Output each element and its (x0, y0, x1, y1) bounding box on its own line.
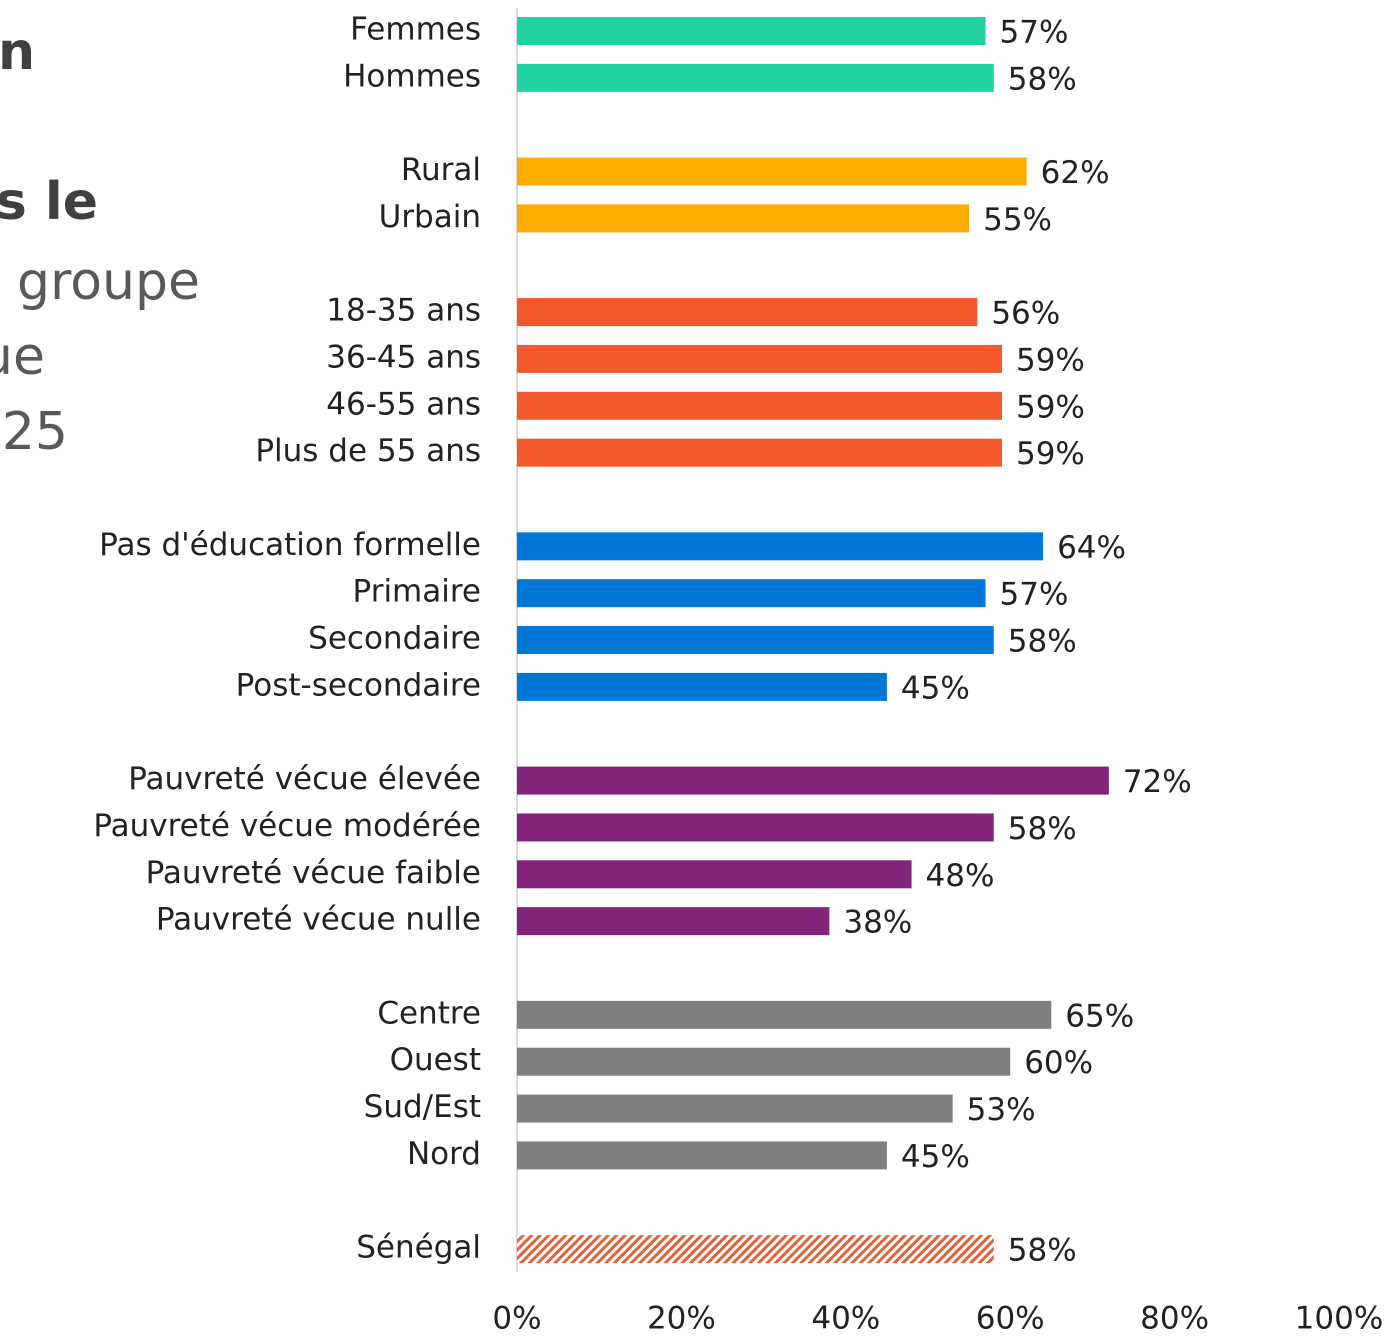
value-label: 59% (1016, 436, 1085, 472)
category-label: Sud/Est (364, 1089, 481, 1125)
bar (517, 1235, 994, 1264)
bar (517, 532, 1044, 561)
title-fragment: ue (0, 327, 45, 387)
value-label: 60% (1024, 1045, 1093, 1081)
category-label: Plus de 55 ans (255, 433, 481, 469)
value-label: 53% (967, 1092, 1036, 1128)
bar (517, 579, 986, 608)
x-tick-label: 80% (1140, 1301, 1209, 1336)
bar (517, 1141, 887, 1170)
value-label: 72% (1123, 764, 1192, 800)
title-fragment: s le (0, 172, 98, 232)
category-label: Pauvreté vécue élevée (128, 761, 481, 797)
bar (517, 813, 994, 842)
value-label: 62% (1041, 155, 1110, 191)
category-label: Hommes (343, 58, 481, 94)
category-label: Pauvreté vécue faible (146, 855, 481, 891)
bar (517, 157, 1027, 186)
bar (517, 1047, 1011, 1076)
value-label: 58% (1008, 811, 1077, 847)
category-label: Secondaire (308, 621, 481, 657)
bar (517, 766, 1109, 795)
value-label: 45% (901, 670, 970, 706)
category-label: Centre (377, 995, 481, 1031)
category-label: Pauvreté vécue nulle (156, 902, 481, 938)
bar (517, 1094, 953, 1123)
value-label: 65% (1065, 998, 1134, 1034)
x-tick-label: 100% (1295, 1301, 1384, 1336)
value-label: 57% (1000, 577, 1069, 613)
category-label: Rural (401, 152, 481, 188)
category-label: Sénégal (356, 1230, 481, 1266)
category-label: Urbain (379, 199, 481, 235)
bar (517, 1000, 1052, 1029)
title-fragment: 25 (2, 402, 68, 462)
value-label: 64% (1057, 530, 1126, 566)
category-label: Femmes (350, 12, 481, 48)
value-label: 38% (843, 905, 912, 941)
category-label: Pas d'éducation formelle (99, 527, 481, 563)
value-label: 59% (1016, 389, 1085, 425)
category-label: Post-secondaire (236, 667, 481, 703)
category-label: 18-35 ans (326, 293, 481, 329)
bar (517, 907, 830, 936)
bar (517, 391, 1002, 420)
x-tick-label: 40% (811, 1301, 880, 1336)
category-label: Pauvreté vécue modérée (93, 808, 481, 844)
bar (517, 17, 986, 45)
title-fragment: n (0, 22, 35, 82)
value-label: 48% (926, 858, 995, 894)
value-label: 55% (983, 202, 1052, 238)
value-label: 57% (1000, 15, 1069, 51)
bar (517, 204, 970, 233)
bar (517, 298, 978, 327)
x-tick-label: 0% (492, 1301, 541, 1336)
category-label: 36-45 ans (326, 339, 481, 375)
value-label: 59% (1016, 342, 1085, 378)
value-label: 58% (1008, 1233, 1077, 1269)
value-label: 56% (991, 296, 1060, 332)
category-label: 46-55 ans (326, 386, 481, 422)
x-tick-label: 20% (647, 1301, 716, 1336)
bar (517, 438, 1002, 467)
bar (517, 344, 1002, 373)
x-tick-label: 60% (976, 1301, 1045, 1336)
category-label: Primaire (353, 574, 481, 610)
category-label: Nord (407, 1136, 481, 1172)
value-label: 58% (1008, 624, 1077, 660)
value-label: 58% (1008, 61, 1077, 97)
category-label: Ouest (390, 1042, 481, 1078)
bar (517, 860, 912, 889)
title-fragment: groupe (17, 252, 200, 312)
bar (517, 672, 887, 701)
bar (517, 626, 994, 655)
value-label: 45% (901, 1139, 970, 1175)
bar (517, 63, 994, 92)
